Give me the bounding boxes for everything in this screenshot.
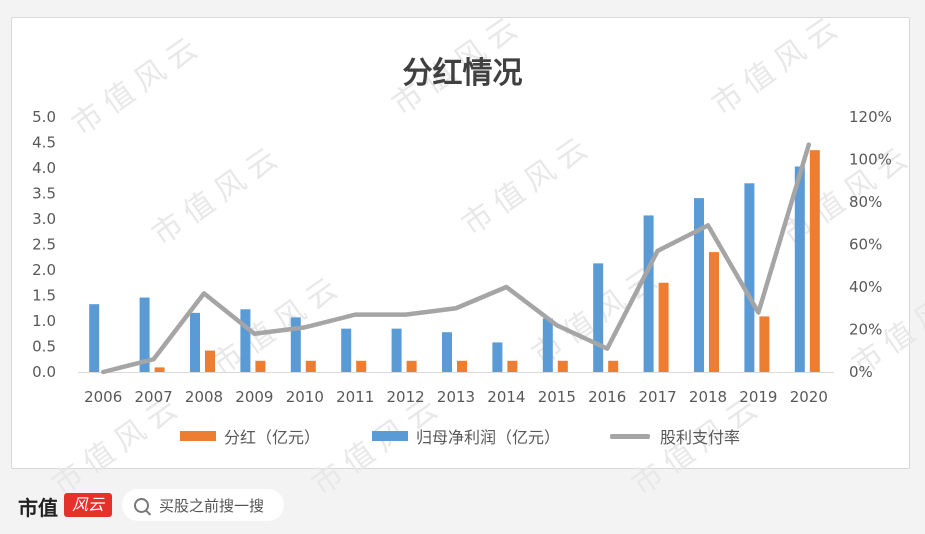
bar-dividend	[406, 360, 417, 372]
bar-dividend	[457, 360, 467, 372]
legend-item-payout-ratio: 股利支付率	[610, 424, 740, 448]
y-right-tick-label: 0%	[849, 363, 873, 381]
x-tick-label: 2015	[538, 388, 576, 406]
x-tick-label: 2014	[487, 388, 525, 406]
legend-label-payout-ratio: 股利支付率	[660, 428, 741, 447]
y-left-tick-label: 2.5	[32, 236, 56, 254]
y-left-tick-label: 3.5	[32, 185, 56, 203]
y-left-tick-label: 3.0	[32, 210, 56, 228]
legend-item-net-profit: 归母净利润（亿元）	[372, 424, 560, 448]
x-tick-label: 2011	[336, 388, 374, 406]
legend-swatch-net-profit	[372, 431, 408, 441]
x-tick-label: 2013	[437, 388, 475, 406]
line-payout-ratio	[100, 142, 812, 375]
bar-net-profit	[794, 166, 805, 372]
bar-net-profit	[89, 304, 100, 372]
bar-net-profit	[442, 332, 452, 372]
bar-net-profit	[290, 317, 301, 372]
bar-net-profit	[744, 183, 755, 372]
bar-net-profit	[694, 198, 704, 372]
x-tick-label: 2012	[387, 388, 425, 406]
x-tick-label: 2007	[135, 388, 173, 406]
chart-legend: 分红（亿元） 归母净利润（亿元） 股利支付率	[0, 424, 925, 448]
y-right-tick-label: 80%	[849, 193, 882, 211]
bar-dividend	[305, 360, 316, 372]
y-left-tick-label: 2.0	[32, 261, 56, 279]
bar-dividend	[507, 360, 518, 372]
legend-item-dividend: 分红（亿元）	[180, 424, 320, 448]
y-left-tick-label: 5.0	[32, 108, 56, 126]
bar-net-profit	[542, 318, 553, 372]
x-tick-label: 2010	[286, 388, 324, 406]
bar-dividend	[709, 252, 719, 372]
y-right-tick-label: 20%	[849, 321, 882, 339]
bar-net-profit	[341, 328, 352, 372]
bar-dividend	[809, 150, 820, 372]
x-tick-label: 2019	[739, 388, 777, 406]
bar-dividend	[255, 360, 266, 372]
y-left-tick-label: 1.5	[32, 287, 56, 305]
bar-net-profit	[593, 263, 604, 372]
footer-bar: 市值 风云 买股之前搜一搜	[0, 480, 925, 530]
x-tick-label: 2020	[790, 388, 828, 406]
x-tick-label: 2008	[185, 388, 223, 406]
bar-dividend	[658, 282, 669, 372]
chart-title: 分红情况	[402, 56, 523, 91]
bar-dividend	[608, 360, 619, 372]
bar-dividend	[557, 360, 568, 372]
legend-swatch-dividend	[180, 431, 216, 441]
y-left-tick-label: 1.0	[32, 312, 56, 330]
bar-dividend	[205, 350, 215, 372]
search-box[interactable]: 买股之前搜一搜	[122, 489, 284, 521]
y-left-tick-label: 4.0	[32, 159, 56, 177]
bar-net-profit	[391, 328, 402, 372]
y-right-tick-label: 100%	[849, 151, 892, 169]
bar-dividend	[154, 367, 165, 372]
chart-card	[11, 17, 910, 469]
bar-net-profit	[492, 342, 503, 372]
y-left-tick-label: 4.5	[32, 134, 56, 152]
brand-logo-tag: 风云	[64, 493, 112, 517]
search-icon	[134, 497, 149, 513]
legend-label-dividend: 分红（亿元）	[224, 428, 321, 447]
y-left-tick-label: 0.5	[32, 338, 56, 356]
search-placeholder: 买股之前搜一搜	[159, 496, 265, 515]
legend-label-net-profit: 归母净利润（亿元）	[416, 428, 561, 447]
x-tick-label: 2006	[84, 388, 122, 406]
x-tick-label: 2016	[588, 388, 626, 406]
bar-dividend	[759, 316, 770, 372]
x-tick-label: 2009	[235, 388, 273, 406]
legend-swatch-payout-ratio	[610, 433, 650, 439]
bar-net-profit	[240, 309, 251, 372]
bar-dividend	[356, 360, 367, 372]
bar-net-profit	[139, 297, 150, 372]
bar-net-profit	[643, 215, 654, 372]
x-tick-label: 2018	[689, 388, 727, 406]
brand-logo-text: 市值	[18, 496, 58, 520]
y-right-tick-label: 60%	[849, 236, 882, 254]
x-tick-label: 2017	[639, 388, 677, 406]
bar-net-profit	[190, 312, 200, 372]
y-right-tick-label: 40%	[849, 278, 882, 296]
y-right-tick-label: 120%	[849, 108, 892, 126]
y-left-tick-label: 0.0	[32, 363, 56, 381]
